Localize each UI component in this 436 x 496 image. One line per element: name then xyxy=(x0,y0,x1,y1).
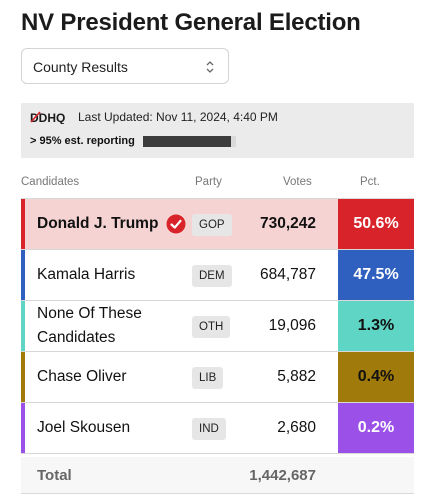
vote-count: 2,680 xyxy=(277,419,316,436)
total-votes: 1,442,687 xyxy=(249,467,316,484)
table-header: Candidates Party Votes Pct. xyxy=(21,176,414,192)
last-updated: Last Updated: Nov 11, 2024, 4:40 PM xyxy=(78,110,278,124)
party-badge: DEM xyxy=(192,265,232,287)
reporting-info-box: DDHQ Last Updated: Nov 11, 2024, 4:40 PM… xyxy=(21,103,414,158)
vote-percentage: 0.2% xyxy=(338,403,414,453)
vote-percentage: 1.3% xyxy=(338,301,414,351)
party-badge: IND xyxy=(192,418,226,440)
candidate-name: Donald J. Trump xyxy=(37,215,159,232)
table-row[interactable]: Kamala Harris DEM 684,787 47.5% xyxy=(21,250,414,301)
vote-percentage: 47.5% xyxy=(338,250,414,300)
table-row[interactable]: Chase Oliver LIB 5,882 0.4% xyxy=(21,352,414,403)
table-divider xyxy=(21,198,414,199)
candidate-name: Kamala Harris xyxy=(37,266,136,283)
party-badge: OTH xyxy=(192,316,231,338)
party-badge: GOP xyxy=(192,214,232,236)
header-votes: Votes xyxy=(283,176,312,188)
table-row[interactable]: Donald J. Trump GOP 730,242 50.6% xyxy=(21,199,414,250)
check-circle-icon xyxy=(166,214,186,234)
table-row[interactable]: None Of These Candidates OTH 19,096 1.3% xyxy=(21,301,414,352)
vote-percentage: 50.6% xyxy=(338,199,414,249)
party-color-stripe xyxy=(21,352,25,402)
vote-count: 19,096 xyxy=(268,317,316,334)
reporting-progress-fill xyxy=(143,136,232,147)
total-row: Total 1,442,687 xyxy=(21,457,414,494)
county-results-select[interactable]: County Results xyxy=(21,48,229,84)
chevron-up-down-icon xyxy=(206,59,214,75)
table-row[interactable]: Joel Skousen IND 2,680 0.2% xyxy=(21,403,414,454)
party-color-stripe xyxy=(21,199,25,249)
candidate-name: Joel Skousen xyxy=(37,419,131,436)
header-pct: Pct. xyxy=(360,176,380,188)
select-value: County Results xyxy=(33,59,128,75)
party-badge: LIB xyxy=(192,367,224,389)
party-color-stripe xyxy=(21,250,25,300)
party-color-stripe xyxy=(21,403,25,453)
header-party: Party xyxy=(195,176,222,188)
page-title: NV President General Election xyxy=(21,9,361,36)
candidate-name: Chase Oliver xyxy=(37,368,127,385)
vote-count: 5,882 xyxy=(277,368,316,385)
vote-count: 684,787 xyxy=(259,266,316,283)
total-label: Total xyxy=(37,467,72,484)
candidate-name: None Of These Candidates xyxy=(37,305,142,346)
vote-count: 730,242 xyxy=(259,215,316,232)
reporting-label: > 95% est. reporting xyxy=(30,135,135,147)
ddhq-logo: DDHQ xyxy=(30,110,70,124)
party-color-stripe xyxy=(21,301,25,351)
vote-percentage: 0.4% xyxy=(338,352,414,402)
reporting-progress-bar xyxy=(143,136,236,147)
header-candidates: Candidates xyxy=(21,176,80,188)
